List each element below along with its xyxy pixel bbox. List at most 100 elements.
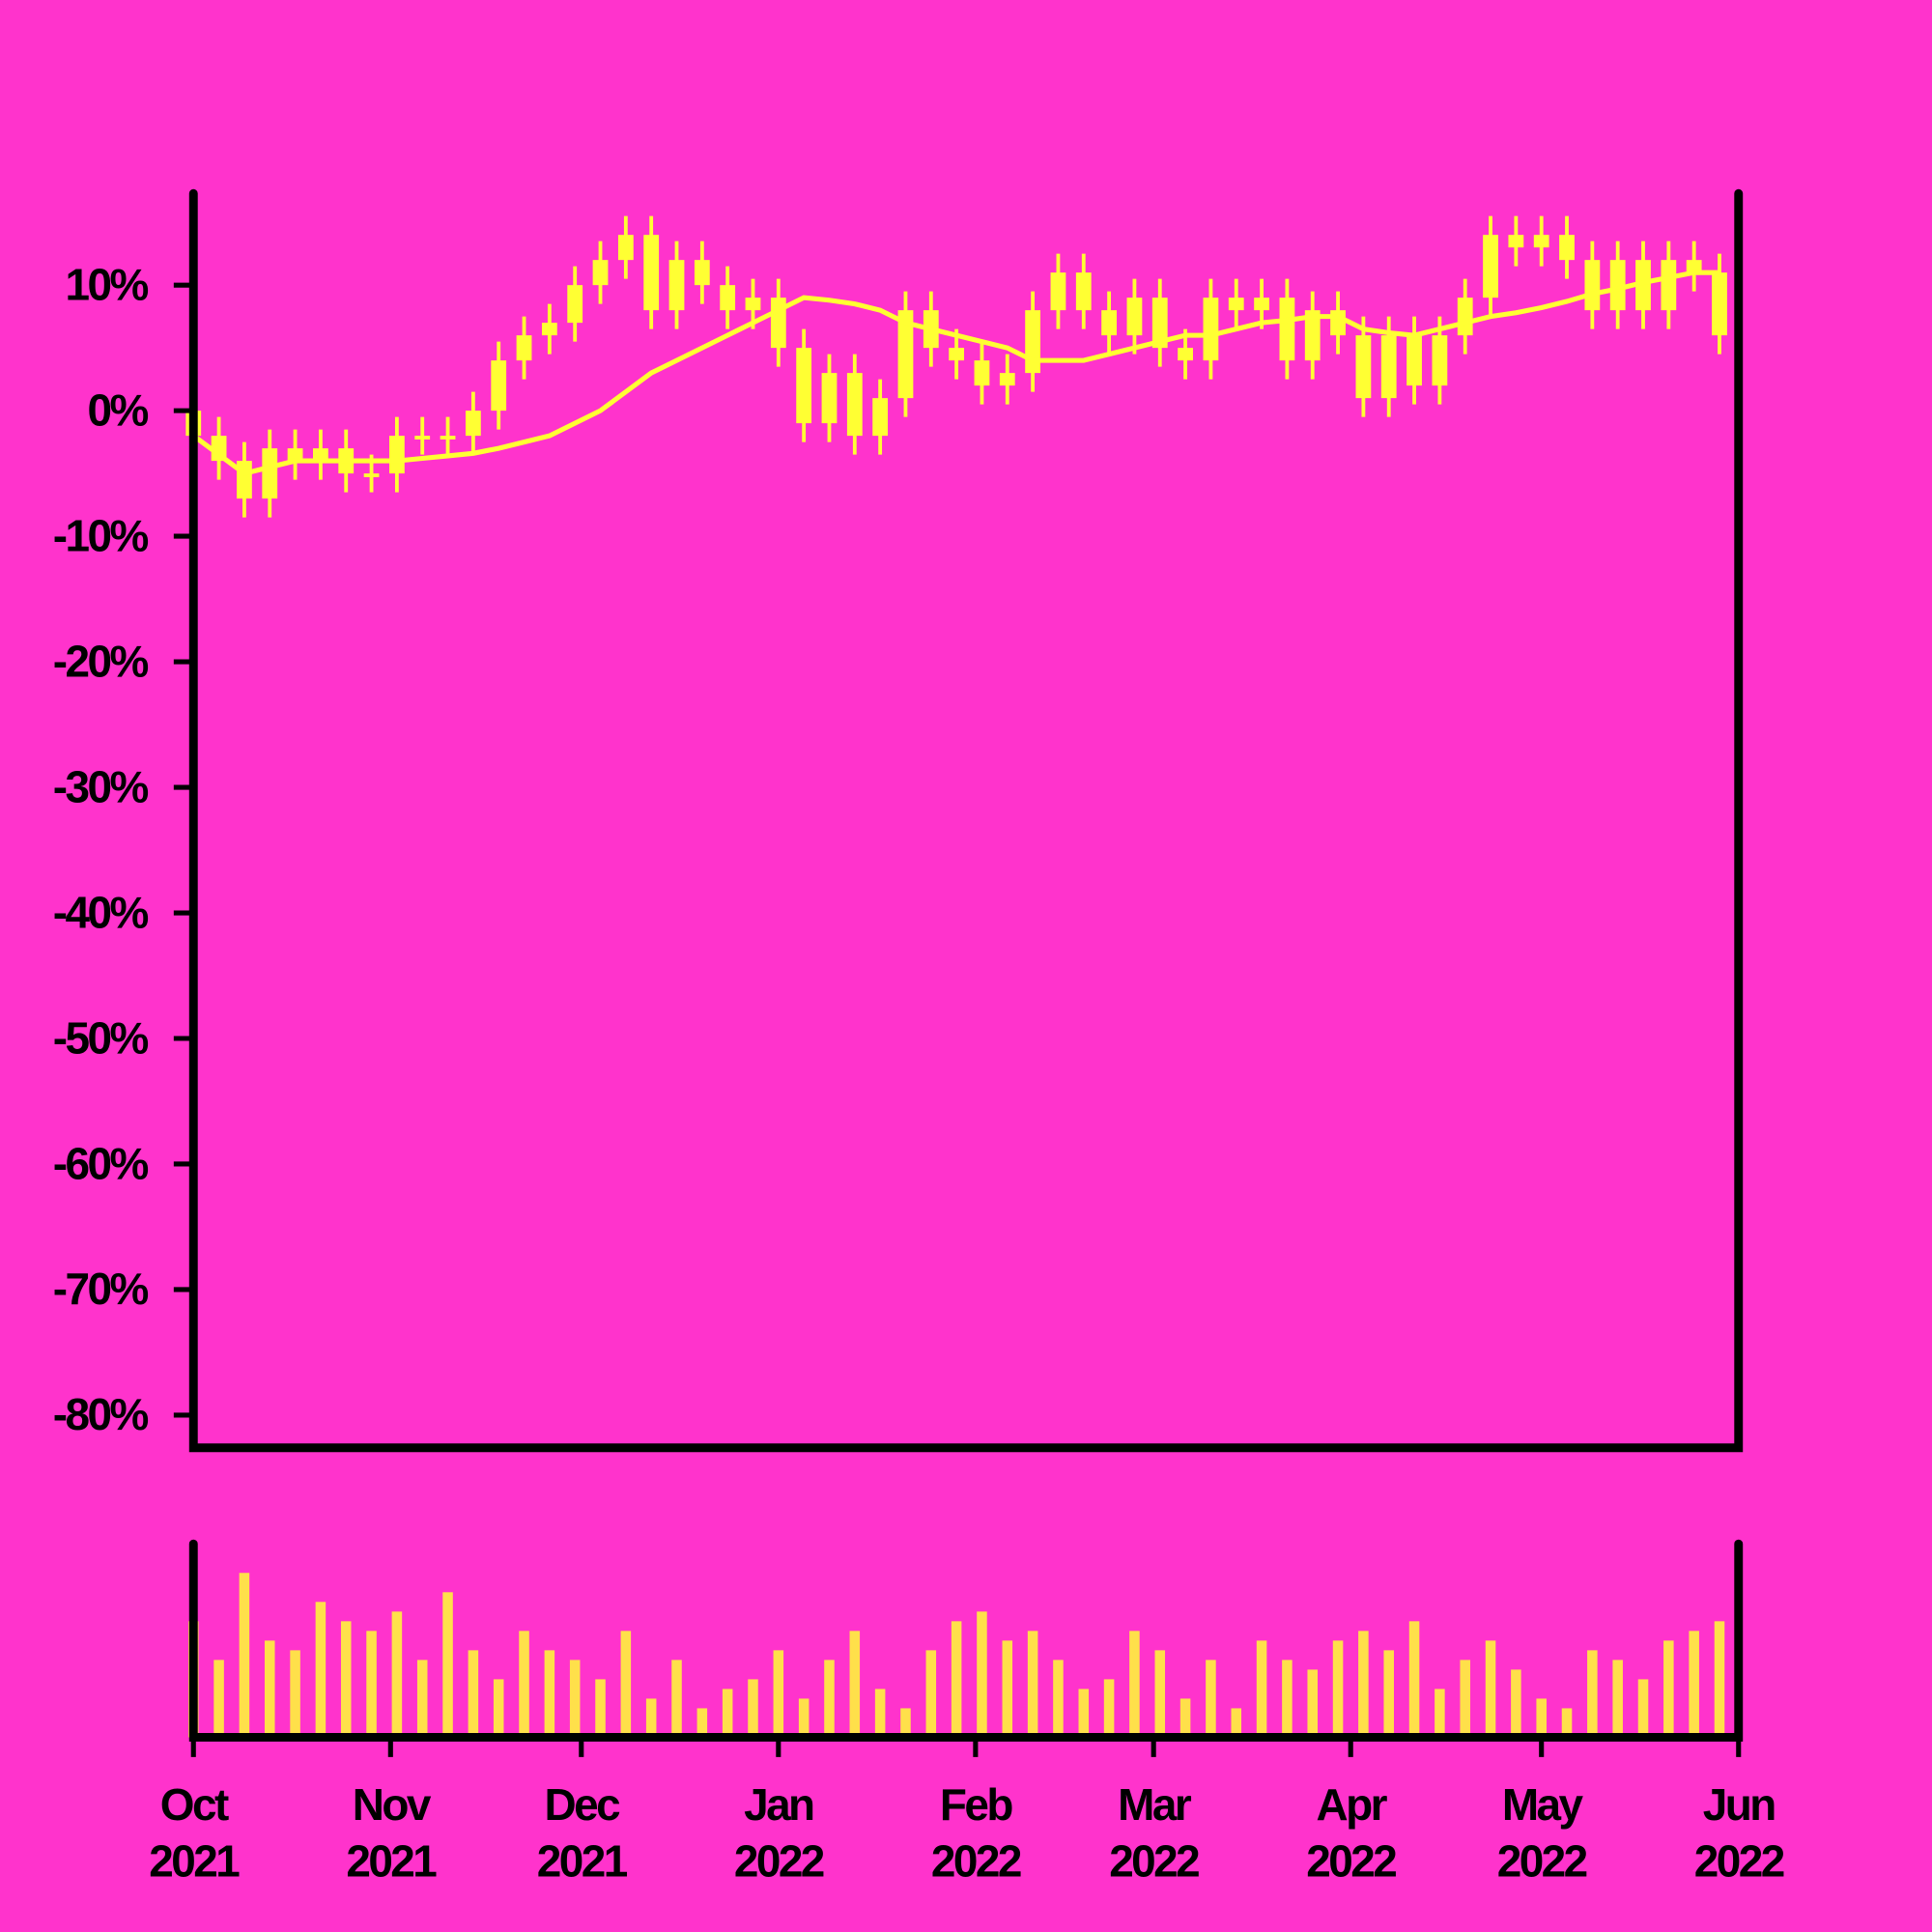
volume-bar	[1637, 1679, 1649, 1738]
x-tick-label: Mar 2022	[1109, 1779, 1199, 1887]
x-tick-label: Oct 2021	[149, 1779, 240, 1887]
y-tick-label: -60%	[53, 1138, 149, 1188]
x-tick-label: Dec 2021	[537, 1779, 628, 1887]
candle-body	[567, 285, 583, 324]
candle-body	[440, 436, 456, 440]
candle-body	[1406, 335, 1422, 386]
candle-body	[1228, 298, 1244, 311]
candle-body	[745, 298, 761, 311]
volume-bar	[1307, 1669, 1318, 1738]
volume-bar	[1511, 1669, 1521, 1738]
volume-bar	[620, 1631, 632, 1738]
x-tick-label-line: 2022	[734, 1836, 824, 1887]
volume-axis-frame	[188, 1539, 1744, 1742]
volume-bar	[900, 1708, 911, 1738]
candle-body	[1533, 235, 1549, 248]
candle-body	[617, 235, 634, 261]
volume-bar	[1460, 1660, 1470, 1738]
candle-body	[643, 235, 660, 311]
volume-bar	[1002, 1640, 1013, 1738]
candle-body	[1330, 310, 1346, 336]
x-tick-label-line: 2022	[1109, 1836, 1199, 1887]
volume-bar	[1435, 1689, 1445, 1738]
volume-bar	[773, 1650, 784, 1738]
candle-body	[1075, 272, 1092, 311]
volume-bar	[340, 1621, 352, 1738]
volume-bar	[798, 1698, 810, 1738]
candle-body	[1508, 235, 1524, 248]
volume-bar	[1129, 1631, 1140, 1738]
candle-body	[720, 285, 736, 311]
volume-bar	[645, 1698, 657, 1738]
volume-bar	[239, 1573, 250, 1738]
candle-body	[949, 348, 965, 361]
y-tick-label: -50%	[53, 1012, 149, 1063]
candle-body	[974, 360, 990, 386]
x-tick-label-line: Nov	[353, 1779, 432, 1830]
volume-bar	[1256, 1640, 1267, 1738]
volume-bar	[696, 1708, 708, 1738]
volume-bar	[1179, 1698, 1191, 1738]
x-tick-label-line: 2022	[1497, 1836, 1587, 1887]
candle-body	[592, 260, 609, 286]
candle-body	[1483, 235, 1498, 298]
x-tick-label-line: Jan	[744, 1779, 813, 1830]
y-tick-label: -70%	[53, 1264, 149, 1314]
volume-bar	[1206, 1660, 1216, 1738]
volume-bar	[1689, 1631, 1699, 1738]
candle-body	[821, 373, 838, 424]
candle-body	[1432, 335, 1448, 386]
price-axis-frame	[188, 188, 1744, 1453]
candle-body	[1686, 260, 1702, 273]
volume-bar	[493, 1679, 504, 1738]
volume-bar	[1103, 1679, 1115, 1738]
volume-bar	[391, 1611, 403, 1738]
x-tick-label-line: 2022	[1694, 1836, 1784, 1887]
volume-bar	[849, 1631, 861, 1738]
volume-bar	[1383, 1650, 1394, 1738]
candle-body	[1203, 298, 1219, 361]
volume-bar	[824, 1660, 835, 1738]
candle-body	[363, 473, 380, 477]
volume-bar	[671, 1660, 682, 1738]
candle-body	[313, 448, 328, 462]
volume-bar	[1154, 1650, 1166, 1738]
volume-bar	[1561, 1708, 1573, 1738]
y-tick-label: -20%	[53, 636, 149, 686]
y-tick-label: -10%	[53, 510, 149, 560]
volume-bar	[1053, 1660, 1064, 1738]
candle-body	[1254, 298, 1269, 311]
volume-bar	[1078, 1689, 1090, 1738]
candle-body	[1101, 310, 1117, 336]
moving-average-line	[191, 270, 1719, 476]
candle-body	[1584, 260, 1601, 311]
volume-bar	[1408, 1621, 1420, 1738]
candle-body	[999, 373, 1015, 386]
x-tick-label-line: 2021	[346, 1836, 437, 1887]
y-tick-label: 0%	[88, 384, 149, 435]
y-tick-label: -40%	[53, 887, 149, 937]
candle-body	[1304, 310, 1321, 361]
candle-body	[872, 398, 889, 437]
x-tick-label-line: 2021	[537, 1836, 628, 1887]
candle-body	[1661, 260, 1677, 311]
candle-body	[796, 348, 812, 424]
y-tick-label: 10%	[66, 259, 149, 309]
volume-bar	[1612, 1660, 1623, 1738]
candle-body	[668, 260, 685, 311]
candle-body	[541, 323, 557, 336]
volume-bar	[1714, 1621, 1725, 1738]
volume-bar	[1282, 1660, 1293, 1738]
volume-bar	[290, 1650, 300, 1738]
x-tick-label: Jan 2022	[734, 1779, 824, 1887]
volume-bar	[468, 1650, 479, 1738]
volume-bar	[1587, 1650, 1598, 1738]
candle-body	[262, 448, 278, 499]
volume-bar	[442, 1592, 453, 1738]
x-tick-label: Feb 2022	[931, 1779, 1021, 1887]
candle-body	[1559, 235, 1575, 261]
candle-body	[1279, 298, 1295, 361]
candle-body	[1609, 260, 1626, 311]
candle-body	[516, 335, 532, 361]
